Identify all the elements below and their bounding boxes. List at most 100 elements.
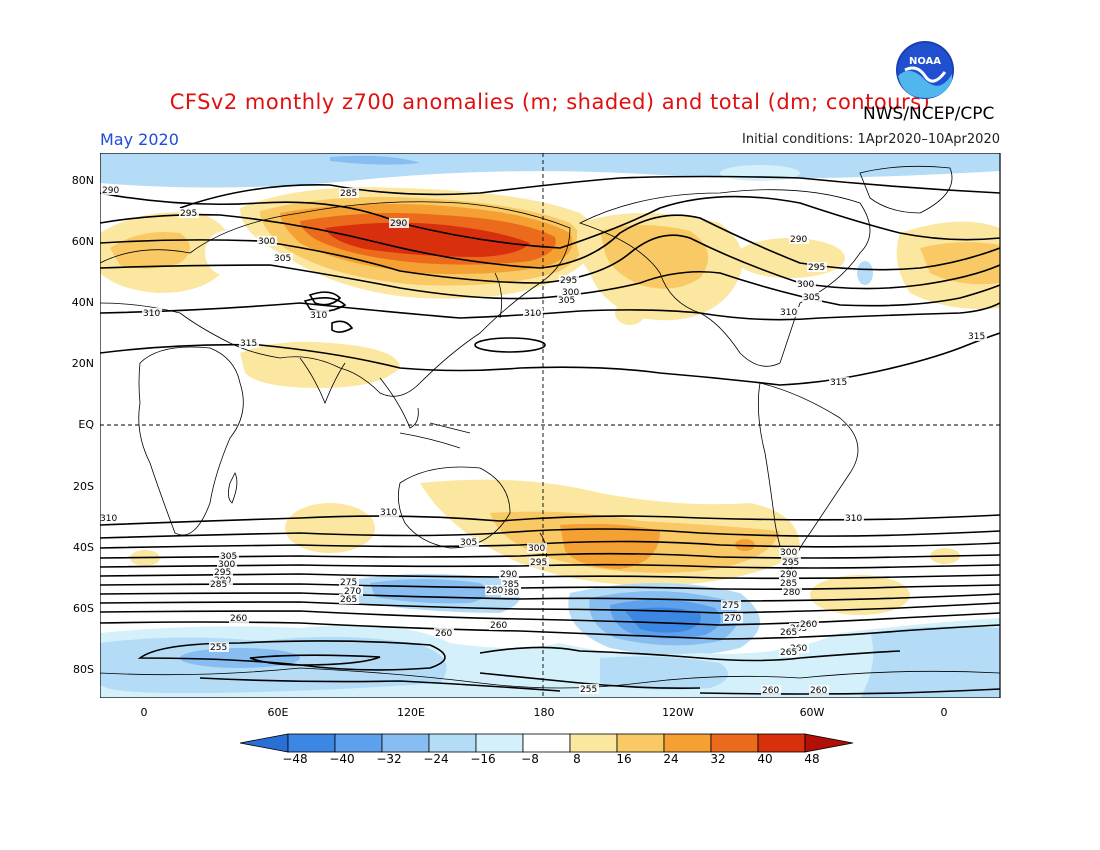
- contour-label-north-bg: [239, 338, 259, 348]
- anomaly-canada-neg: [857, 261, 873, 285]
- contour-label-north-bg: [557, 295, 577, 305]
- contour-s-285: [100, 573, 1000, 580]
- contour-label-north: 300: [258, 237, 275, 247]
- anomaly-antarctic-neg-3: [600, 656, 728, 690]
- contour-label-south: 295: [782, 558, 799, 568]
- contour-s-255: [479, 646, 901, 662]
- contour-295: [100, 213, 1000, 271]
- lat-label-80n: 80N: [71, 174, 94, 187]
- contour-s-305: [100, 528, 1000, 539]
- contour-s-265: [100, 610, 1000, 626]
- lon-label-180: 180: [533, 706, 555, 719]
- contour-label-north: 295: [808, 263, 825, 273]
- contour-315: [100, 332, 1000, 386]
- lon-label-120w: 120W: [662, 706, 694, 719]
- colorbar-left-arrow: [239, 733, 289, 753]
- contour-label-south-bg: [209, 642, 229, 652]
- colorbar-box: [334, 733, 383, 753]
- contour-label-south: 300: [218, 560, 235, 570]
- colorbar-label: 48: [804, 752, 820, 766]
- contour-label-north: 310: [780, 308, 797, 318]
- contour-label-south-bg: [501, 587, 521, 597]
- colorbar-label: −40: [329, 752, 355, 766]
- contour-s-275: [100, 592, 1000, 602]
- contour-label-south: 290: [780, 570, 797, 580]
- contour-label-north-bg: [561, 287, 581, 297]
- contour-label-south-bg: [339, 577, 359, 587]
- coast-india: [299, 357, 346, 405]
- contour-label-south: 270: [344, 587, 361, 597]
- contour-label-north-bg: [807, 262, 827, 272]
- contour-s-300: [100, 540, 1000, 549]
- colorbar-labels: −48 −40 −32 −24 −16 −8 8 16 24 32 40 48: [0, 752, 1100, 772]
- contour-label-south-bg: [459, 537, 479, 547]
- coast-indochina: [379, 377, 419, 429]
- contour-label-south-bg: [229, 613, 249, 623]
- contour-s-280: [100, 583, 1000, 591]
- contour-s-290: [100, 563, 1000, 569]
- contour-s-265-b: [249, 654, 381, 666]
- contour-label-south-bg: [219, 551, 239, 561]
- init-conditions-label: Initial conditions: 1Apr2020–10Apr2020: [742, 132, 1000, 147]
- contour-label-south: 280: [783, 588, 800, 598]
- contour-s-310: [100, 514, 1000, 526]
- colorbar-box: [569, 733, 618, 753]
- coast-africa: [138, 346, 244, 536]
- contour-label-south-bg: [779, 547, 799, 557]
- colorbar-box: [287, 733, 336, 753]
- contour-label-south: 280: [502, 588, 519, 598]
- contour-label-south-bg: [844, 513, 864, 523]
- coastlines: [100, 165, 1000, 689]
- contour-label-south: 265: [340, 595, 357, 605]
- contour-label-south-bg: [799, 619, 819, 629]
- contour-label-south: 305: [220, 552, 237, 562]
- contour-label-south: 280: [486, 586, 503, 596]
- contour-label-south: 310: [380, 508, 397, 518]
- anomaly-arctic-light-1: [720, 165, 800, 181]
- lon-label-0-right: 0: [940, 706, 948, 719]
- contour-label-south: 305: [460, 538, 477, 548]
- contour-label-north-bg: [796, 279, 816, 289]
- contour-s-260: [100, 621, 1000, 640]
- contour-label-north-bg: [523, 308, 543, 318]
- contours-south: [100, 514, 1000, 695]
- contour-label-south-bg: [761, 685, 781, 695]
- contour-label-north: 310: [310, 311, 327, 321]
- lat-label-eq: EQ: [78, 418, 94, 431]
- contour-label-south: 260: [435, 629, 452, 639]
- contour-label-north: 305: [803, 293, 820, 303]
- contour-label-south-bg: [489, 620, 509, 630]
- contour-label-north: 305: [274, 254, 291, 264]
- lat-label-60s: 60S: [73, 602, 94, 615]
- colorbar-label: −8: [521, 752, 539, 766]
- contour-label-south-bg: [723, 613, 743, 623]
- coast-japan: [494, 272, 503, 319]
- anomaly-arctic-neg: [100, 153, 1000, 188]
- colorbar-label: −24: [423, 752, 449, 766]
- colorbar-box: [757, 733, 806, 753]
- contour-label-north: 285: [340, 189, 357, 199]
- contour-label-south: 260: [810, 686, 827, 696]
- contour-label-south: 285: [780, 579, 797, 589]
- colorbar-label: 8: [573, 752, 581, 766]
- contour-label-south: 290: [500, 570, 517, 580]
- contour-label-south: 265: [780, 648, 797, 658]
- contour-label-north-bg: [309, 310, 329, 320]
- coast-indonesia: [399, 422, 471, 449]
- contour-290: [100, 192, 1000, 249]
- contour-label-north-bg: [273, 253, 293, 263]
- contour-label-south: 265: [780, 628, 797, 638]
- contour-label-north-bg: [789, 234, 809, 244]
- agency-label: NWS/NCEP/CPC: [863, 104, 995, 124]
- contour-label-north-bg: [257, 236, 277, 246]
- contour-label-north-bg: [802, 292, 822, 302]
- contour-label-north: 300: [797, 280, 814, 290]
- contour-s-255-b: [479, 672, 701, 689]
- contour-label-north-bg: [339, 188, 359, 198]
- contour-label-north-bg: [142, 308, 162, 318]
- contour-label-south: 300: [780, 548, 797, 558]
- lon-label-60w: 60W: [799, 706, 825, 719]
- lon-label-0: 0: [140, 706, 148, 719]
- contour-label-north-bg: [179, 208, 199, 218]
- colorbar-svg: [239, 733, 854, 753]
